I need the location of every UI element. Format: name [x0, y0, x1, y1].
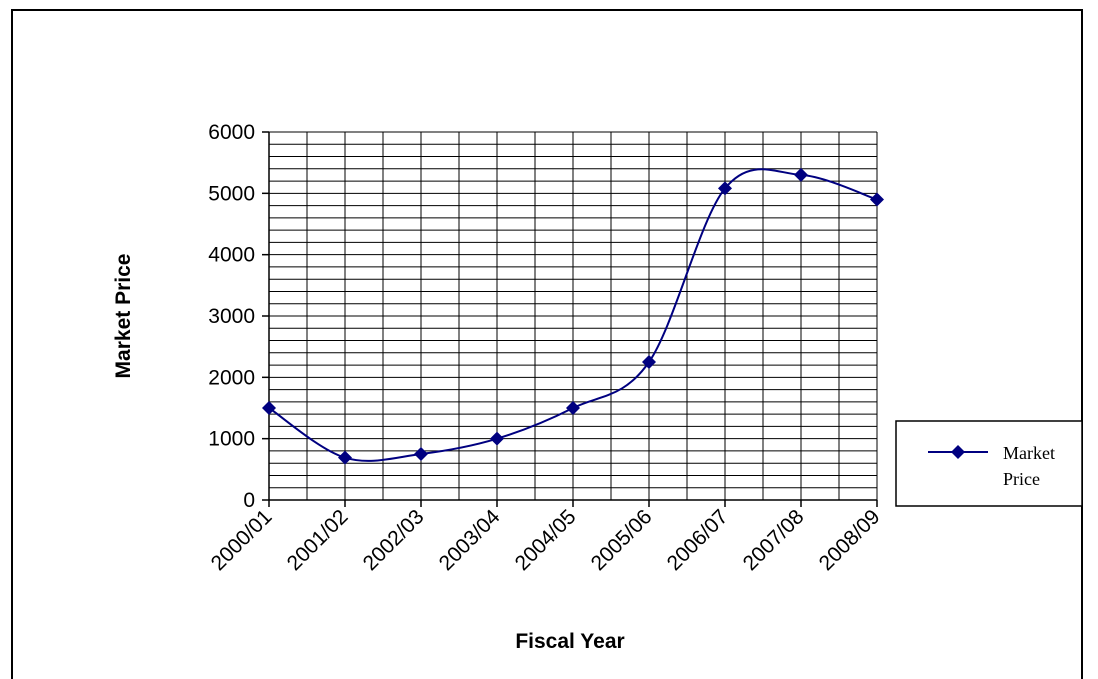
data-point	[718, 181, 732, 196]
grid	[268, 131, 878, 501]
data-point	[642, 355, 656, 369]
legend-label-line2: Price	[1003, 469, 1040, 489]
x-tick-label: 2002/03	[359, 505, 429, 575]
y-tick-label: 6000	[208, 121, 255, 144]
data-point	[794, 167, 808, 182]
y-tick-label: 5000	[208, 182, 255, 205]
data-point	[870, 192, 884, 207]
x-axis-title: Fiscal Year	[515, 630, 624, 653]
x-tick-label: 2007/08	[739, 505, 809, 575]
y-axis-title: Market Price	[112, 254, 135, 379]
series-market-price	[262, 167, 884, 465]
y-tick-label: 0	[243, 489, 255, 512]
x-tick-label: 2005/06	[587, 505, 657, 575]
legend-label-line1: Market	[1003, 443, 1055, 463]
y-tick-label: 3000	[208, 305, 255, 328]
data-point	[262, 401, 276, 415]
x-tick-label: 2001/02	[283, 505, 353, 575]
legend: Market Price	[895, 420, 1083, 507]
y-tick-label: 1000	[208, 428, 255, 451]
y-tick-label: 2000	[208, 366, 255, 389]
axes	[262, 131, 878, 507]
x-tick-label: 2004/05	[511, 505, 581, 575]
data-point	[566, 401, 580, 415]
y-tick-label: 4000	[208, 244, 255, 267]
data-point	[338, 450, 352, 465]
x-tick-labels: 2000/01 2001/02 2002/03 2003/04 2004/05 2005/…	[207, 505, 885, 575]
data-point	[490, 431, 504, 446]
chart-frame	[11, 9, 1083, 679]
x-tick-label: 2008/09	[815, 505, 885, 575]
legend-box	[895, 420, 1083, 507]
legend-marker	[951, 445, 965, 459]
x-tick-label: 2003/04	[435, 505, 505, 575]
y-tick-labels: 0 1000 2000 3000 4000 5000 6000	[208, 121, 255, 512]
data-point	[414, 447, 428, 461]
series-line	[268, 168, 878, 462]
x-tick-label: 2000/01	[207, 505, 277, 575]
x-tick-label: 2006/07	[663, 505, 733, 575]
